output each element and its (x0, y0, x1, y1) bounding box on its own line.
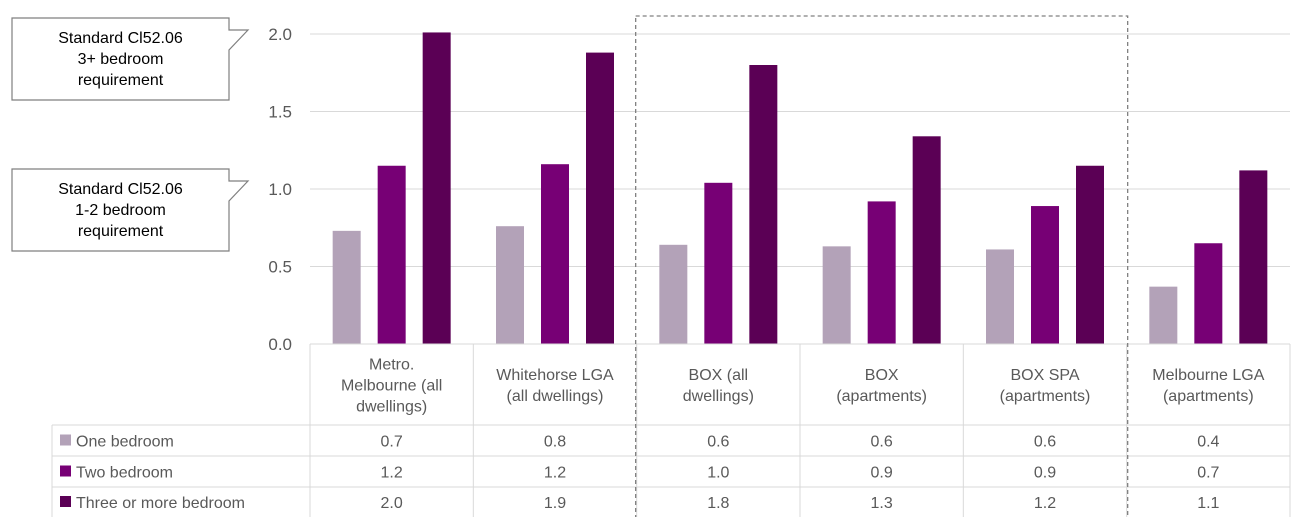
category-label: Melbourne LGA (1152, 367, 1264, 384)
data-label: 0.6 (871, 434, 893, 451)
data-label: 1.1 (1197, 495, 1219, 512)
grid-lines (310, 33, 1290, 267)
bar (422, 32, 451, 344)
category-label: dwellings) (683, 388, 754, 405)
data-label: 0.7 (1197, 465, 1219, 482)
legend-label: Three or more bedroom (76, 495, 245, 512)
data-label: 1.8 (707, 495, 729, 512)
bars (332, 32, 1268, 344)
data-label: 2.0 (381, 495, 403, 512)
bar (1239, 170, 1268, 344)
callout-12-line: requirement (77, 223, 164, 240)
legend-label: Two bedroom (76, 465, 173, 482)
data-label: 0.8 (544, 434, 566, 451)
data-label: 0.4 (1197, 434, 1219, 451)
data-label: 0.9 (871, 465, 893, 482)
y-tick-label: 0.5 (268, 258, 292, 277)
y-tick-label: 1.5 (268, 103, 292, 122)
bar (1194, 243, 1223, 344)
callout-3plus-text: Standard Cl52.06 3+ bedroom requirement (12, 28, 229, 91)
data-label: 1.2 (381, 465, 403, 482)
category-label: BOX (865, 367, 899, 384)
callout-3plus-line: Standard Cl52.06 (58, 30, 183, 47)
highlight-box-border (635, 15, 1129, 517)
y-tick-label: 0.0 (268, 335, 292, 354)
bar (867, 201, 896, 344)
callout-12-text: Standard Cl52.06 1-2 bedroom requirement (12, 179, 229, 242)
category-label: (all dwellings) (507, 388, 604, 405)
data-table: Metro. Melbourne (all dwellings) Whitehorse… (51, 343, 1291, 517)
category-label: dwellings) (356, 399, 427, 416)
data-label: 0.6 (1034, 434, 1056, 451)
bar (541, 164, 569, 344)
data-label: 1.2 (544, 465, 566, 482)
highlight-box (635, 15, 1129, 517)
bar (1031, 206, 1059, 344)
bar (659, 244, 688, 344)
callout-3plus-line: requirement (77, 72, 164, 89)
data-label: 0.7 (381, 434, 403, 451)
category-label: BOX (all (689, 367, 749, 384)
callout-box (11, 168, 250, 252)
bar (822, 246, 851, 344)
bar (586, 52, 614, 344)
legend-label: One bedroom (76, 434, 174, 451)
legend-key (60, 496, 71, 507)
legend-key (60, 434, 71, 446)
category-label: (apartments) (836, 388, 927, 405)
data-label: 1.9 (544, 495, 566, 512)
bar (749, 65, 778, 344)
callout-box (11, 17, 250, 101)
category-label: Metro. (369, 357, 414, 374)
data-label: 1.2 (1034, 495, 1056, 512)
bar (1076, 165, 1104, 344)
bar (332, 230, 361, 344)
callout-3plus-line: 3+ bedroom (77, 51, 164, 68)
category-label: Whitehorse LGA (496, 367, 614, 384)
legend-key (60, 465, 71, 477)
category-label: BOX SPA (1010, 367, 1079, 384)
bar (1149, 286, 1178, 344)
y-tick-label: 2.0 (268, 25, 292, 44)
callout-12-line: Standard Cl52.06 (58, 181, 183, 198)
bar (912, 136, 941, 344)
data-label: 0.6 (707, 434, 729, 451)
y-axis-ticks: 0.0 0.5 1.0 1.5 2.0 (268, 25, 292, 354)
data-label: 1.3 (871, 495, 893, 512)
bar (986, 249, 1014, 344)
bar (496, 226, 524, 344)
data-label: 0.9 (1034, 465, 1056, 482)
callouts (11, 17, 250, 252)
data-label: 1.0 (707, 465, 729, 482)
callout-12-line: 1-2 bedroom (75, 202, 166, 219)
category-label: (apartments) (1163, 388, 1254, 405)
category-label: (apartments) (1000, 388, 1091, 405)
category-label: Melbourne (all (341, 378, 442, 395)
y-tick-label: 1.0 (268, 180, 292, 199)
bar (704, 182, 733, 344)
bar (377, 165, 406, 344)
